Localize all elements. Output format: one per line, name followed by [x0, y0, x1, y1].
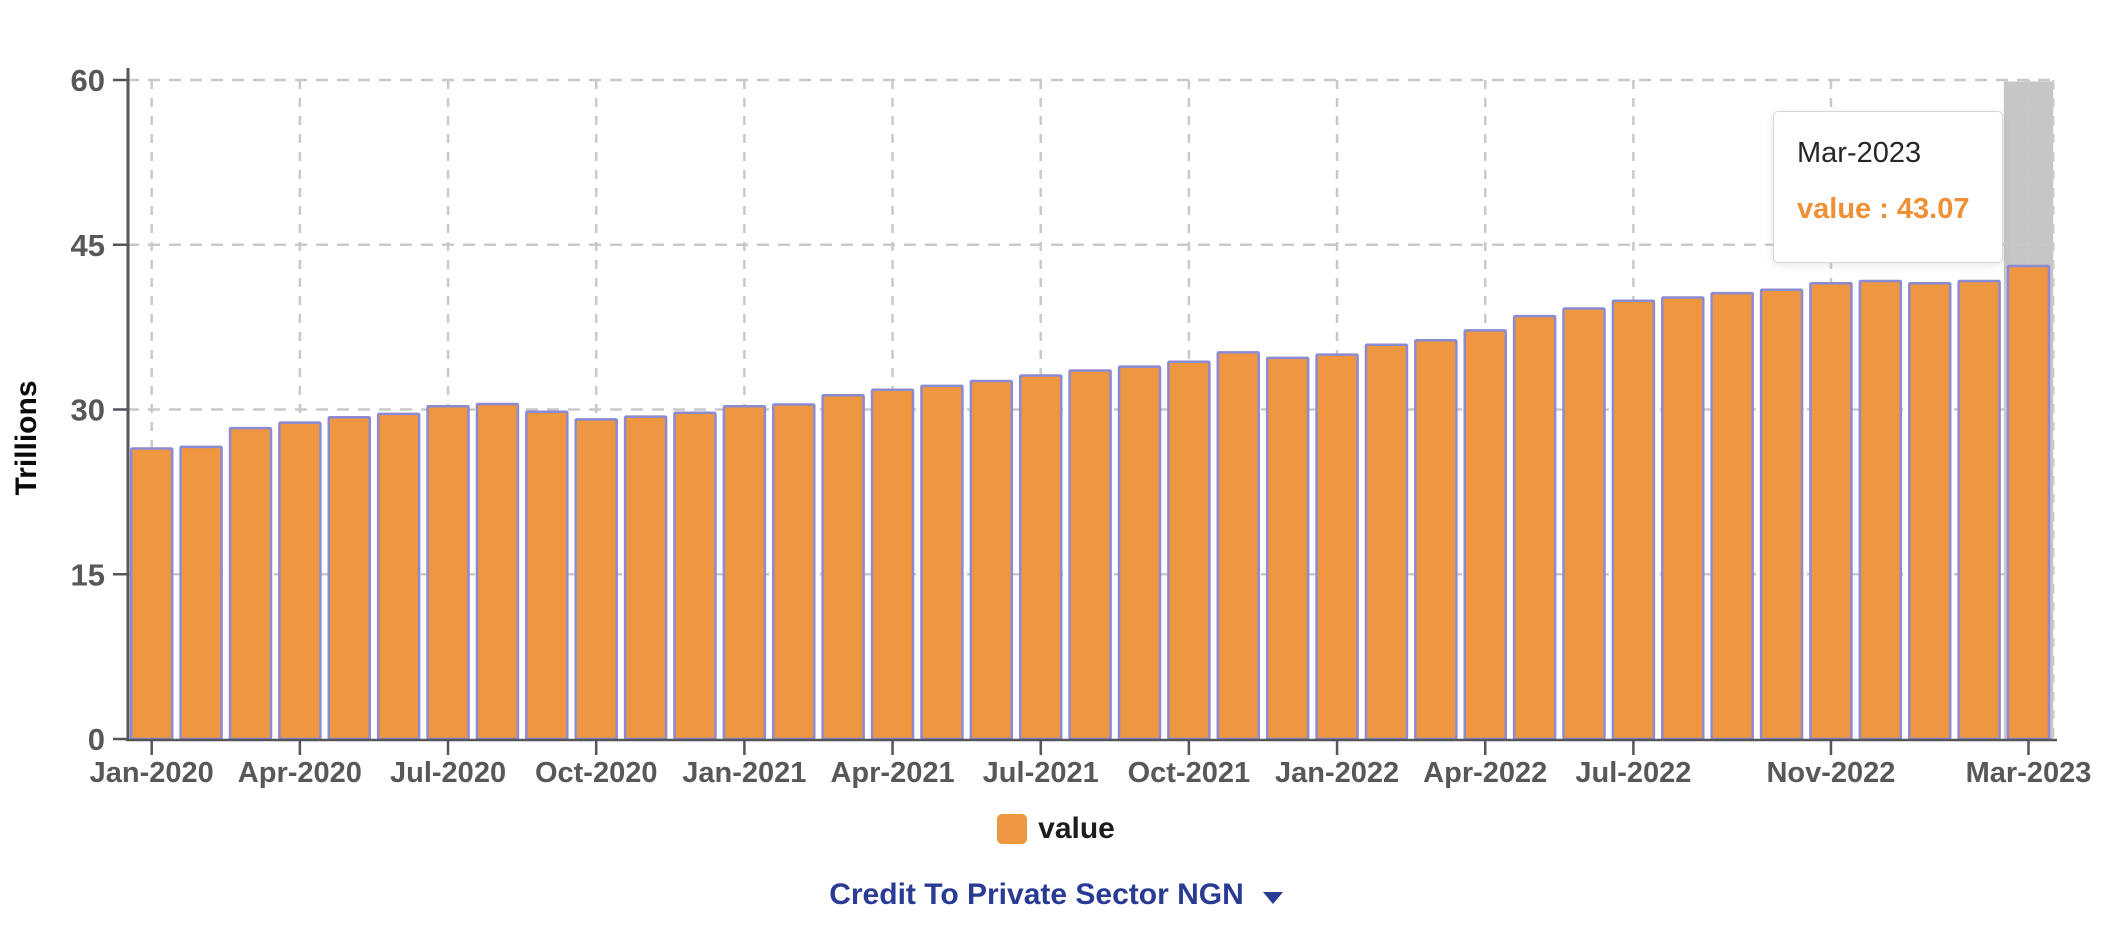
bar-Sep-2021[interactable] — [1117, 365, 1162, 741]
bar-Mar-2020[interactable] — [228, 426, 273, 741]
bar-Jul-2020[interactable] — [426, 404, 470, 741]
y-tick-label: 0 — [88, 722, 105, 757]
bar-Aug-2020[interactable] — [475, 402, 520, 741]
x-tick-label: Jul-2021 — [983, 757, 1099, 789]
bar-chart-plot: 0 15 30 45 60 Jan-2020 Apr-2020 Jul-2020 Oct-202… — [71, 63, 2092, 789]
bar-Dec-2022[interactable] — [1858, 279, 1903, 741]
x-tick-label: Oct-2020 — [535, 757, 658, 789]
bar-May-2021[interactable] — [920, 384, 964, 741]
x-tick-label: Jan-2021 — [682, 757, 806, 789]
bar-Sep-2022[interactable] — [1710, 291, 1754, 741]
bar-Mar-2023[interactable] — [2006, 264, 2051, 741]
bar-Feb-2020[interactable] — [179, 445, 223, 741]
bar-May-2020[interactable] — [327, 415, 372, 741]
bar-Dec-2021[interactable] — [1265, 356, 1310, 741]
bar-May-2022[interactable] — [1512, 314, 1557, 741]
legend-label: value — [1038, 812, 1115, 845]
bar-Nov-2022[interactable] — [1809, 281, 1853, 741]
bar-Jan-2022[interactable] — [1315, 353, 1359, 741]
tooltip-value: value : 43.07 — [1797, 193, 1970, 225]
bar-Nov-2021[interactable] — [1216, 351, 1261, 741]
x-tick-label: Jan-2022 — [1275, 757, 1399, 789]
bar-Nov-2020[interactable] — [623, 415, 668, 741]
bar-Jul-2021[interactable] — [1018, 374, 1063, 741]
x-tick-label: Apr-2020 — [238, 757, 362, 789]
bar-Apr-2020[interactable] — [278, 421, 322, 741]
x-tick-label: Nov-2022 — [1766, 757, 1895, 789]
x-tick-label: Oct-2021 — [1128, 757, 1251, 789]
bar-Aug-2021[interactable] — [1068, 369, 1112, 741]
bar-Jan-2023[interactable] — [1907, 281, 1952, 741]
bar-Jan-2021[interactable] — [722, 404, 767, 741]
bar-Dec-2020[interactable] — [673, 411, 717, 741]
bar-Aug-2022[interactable] — [1661, 296, 1705, 741]
y-tick-label: 60 — [71, 63, 105, 98]
x-tick-label: Jan-2020 — [90, 757, 214, 789]
tooltip: Mar-2023 value : 43.07 — [1773, 111, 2003, 263]
bar-Oct-2021[interactable] — [1167, 360, 1211, 741]
bar-Jun-2022[interactable] — [1562, 307, 1606, 741]
bar-Feb-2021[interactable] — [772, 403, 816, 741]
x-tick-label: Jul-2022 — [1575, 757, 1691, 789]
bar-Feb-2022[interactable] — [1364, 343, 1409, 741]
y-axis-title: Trillions — [10, 380, 43, 496]
bar-Mar-2021[interactable] — [821, 393, 865, 741]
series-selector-label: Credit To Private Sector NGN — [829, 878, 1244, 911]
bar-Jun-2021[interactable] — [969, 379, 1014, 741]
x-tick-label: Mar-2023 — [1966, 757, 2092, 789]
x-tick-label: Jul-2020 — [390, 757, 506, 789]
x-tick-label: Apr-2021 — [830, 757, 954, 789]
legend-swatch-icon — [997, 814, 1028, 844]
bar-Oct-2020[interactable] — [574, 418, 618, 741]
bar-Sep-2020[interactable] — [525, 410, 569, 741]
bar-Apr-2022[interactable] — [1463, 329, 1507, 741]
bar-Apr-2021[interactable] — [870, 388, 915, 741]
bar-Oct-2022[interactable] — [1759, 288, 1804, 741]
bar-Feb-2023[interactable] — [1957, 279, 2001, 741]
y-tick-label: 15 — [71, 557, 105, 592]
tooltip-title: Mar-2023 — [1797, 137, 1922, 169]
legend[interactable]: value — [0, 812, 2112, 846]
x-tick-label: Apr-2022 — [1423, 757, 1547, 789]
bar-Jun-2020[interactable] — [376, 412, 421, 741]
bar-Jan-2020[interactable] — [129, 447, 174, 741]
bar-Jul-2022[interactable] — [1611, 299, 1656, 741]
series-selector[interactable]: Credit To Private Sector NGN — [0, 878, 2112, 912]
y-tick-label: 45 — [71, 228, 105, 263]
chevron-down-icon — [1262, 891, 1283, 904]
bar-Mar-2022[interactable] — [1414, 339, 1458, 741]
y-tick-label: 30 — [71, 393, 105, 428]
